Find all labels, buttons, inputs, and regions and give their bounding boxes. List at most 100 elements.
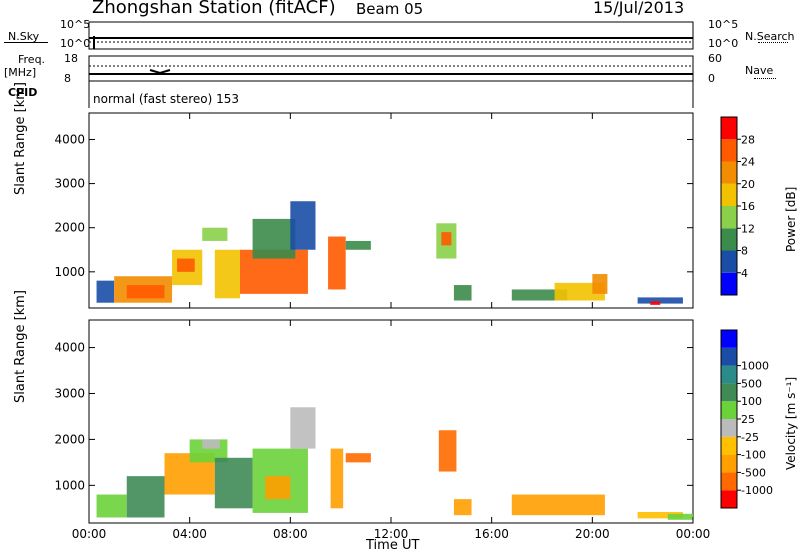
echo-patch — [345, 453, 371, 463]
colorbar-tick-label: 28 — [741, 133, 755, 146]
echo-patch — [214, 457, 253, 509]
colorbar-cell — [721, 228, 737, 251]
echo-patch — [126, 476, 165, 518]
colorbar-cell — [721, 330, 737, 348]
echo-patch — [650, 301, 661, 305]
echo-patch — [453, 285, 472, 301]
freq-panel-frame — [88, 55, 694, 82]
freq-unit-label: [MHz] — [4, 66, 37, 79]
colorbar-cell — [721, 183, 737, 206]
echo-patch — [637, 511, 683, 519]
plot-title: Zhongshan Station (fitACF) — [92, 0, 336, 18]
echo-patch — [637, 297, 683, 304]
y-tick-label: 2000 — [54, 432, 85, 446]
echo-patch — [214, 249, 240, 299]
colorbar-tick-label: 16 — [741, 200, 755, 213]
x-tick-label: 20:00 — [575, 527, 610, 541]
colorbar-cell — [721, 472, 737, 491]
velocity-colorbar-label: Velocity [m s⁻¹] — [784, 376, 798, 470]
nsearch-label: N.Search — [745, 30, 795, 43]
echo-patch — [592, 274, 608, 294]
echo-patch — [441, 232, 452, 246]
freq-blip — [149, 69, 171, 75]
nave-label: Nave — [745, 64, 774, 77]
colorbar-cell — [721, 401, 737, 419]
colorbar-cell — [721, 272, 737, 295]
nave-legend-line — [754, 78, 776, 79]
echo-patch — [330, 448, 344, 509]
echo-patch — [328, 236, 346, 290]
x-tick-label: 16:00 — [474, 527, 509, 541]
x-tick-label: 08:00 — [273, 527, 308, 541]
echo-patch — [202, 227, 228, 241]
colorbar-cell — [721, 490, 737, 508]
freq-tick-low: 8 — [64, 72, 71, 85]
y-tick-label: 4000 — [54, 132, 85, 146]
echo-patch — [96, 494, 127, 518]
colorbar-tick-label: 20 — [741, 178, 755, 191]
colorbar-tick-label: 24 — [741, 156, 755, 169]
freq-label: Freq. — [18, 53, 46, 66]
y-tick-label: 3000 — [54, 386, 85, 400]
echo-patch — [438, 430, 457, 472]
colorbar-cell — [721, 436, 737, 455]
echo-patch — [177, 258, 195, 272]
nave-tick-high: 60 — [708, 52, 722, 65]
echo-patch — [96, 280, 115, 303]
echo-patch — [290, 201, 316, 250]
x-tick-label: 00:00 — [72, 527, 107, 541]
echo-patch — [511, 494, 605, 516]
power-ylabel: Slant Range [km] — [13, 82, 28, 195]
colorbar-cell — [721, 454, 737, 473]
nsearch-tick-high: 10^5 — [708, 18, 739, 31]
colorbar-cell — [721, 365, 737, 384]
y-tick-label: 2000 — [54, 221, 85, 235]
colorbar-tick-label: 500 — [741, 377, 762, 390]
x-tick-label: 04:00 — [172, 527, 207, 541]
nsky-panel-frame — [88, 21, 694, 50]
nsky-tick-low: 10^0 — [60, 37, 91, 50]
colorbar-tick-label: 25 — [741, 413, 755, 426]
nsky-tick-high: 10^5 — [60, 18, 91, 31]
power-colorbar-label: Power [dB] — [784, 186, 798, 252]
echo-patch — [511, 289, 568, 301]
y-tick-label: 4000 — [54, 341, 85, 355]
colorbar-cell — [721, 206, 737, 229]
colorbar-cell — [721, 383, 737, 402]
y-tick-label: 1000 — [54, 265, 85, 279]
colorbar-tick-label: 12 — [741, 222, 755, 235]
x-tick-label: 12:00 — [374, 527, 409, 541]
nsearch-legend-line — [758, 42, 788, 43]
colorbar-tick-label: -1000 — [741, 484, 773, 497]
colorbar-tick-label: 8 — [741, 245, 748, 258]
velocity-ylabel: Slant Range [km] — [13, 290, 28, 403]
colorbar-cell — [721, 117, 737, 140]
nave-tick-low: 0 — [708, 72, 715, 85]
colorbar-cell — [721, 250, 737, 273]
cpid-value: normal (fast stereo) 153 — [93, 92, 240, 106]
echo-patch — [265, 476, 291, 500]
date-label: 15/Jul/2013 — [593, 0, 685, 17]
colorbar-tick-label: -500 — [741, 466, 766, 479]
colorbar-tick-label: 4 — [741, 267, 748, 280]
beam-label: Beam 05 — [356, 0, 424, 18]
nsky-label-rule — [4, 42, 48, 43]
nsearch-tick-low: 10^0 — [708, 37, 739, 50]
cpid-label: CPID — [8, 86, 38, 99]
echo-patch — [126, 285, 165, 299]
colorbar-tick-label: 100 — [741, 395, 762, 408]
colorbar-cell — [721, 419, 737, 437]
colorbar-cell — [721, 347, 737, 366]
y-tick-label: 1000 — [54, 478, 85, 492]
echo-patch — [345, 240, 371, 250]
colorbar-tick-label: -100 — [741, 449, 766, 462]
colorbar-tick-label: -25 — [741, 431, 759, 444]
echo-patch — [202, 439, 220, 449]
colorbar-tick-label: 1000 — [741, 360, 769, 373]
colorbar-cell — [721, 161, 737, 184]
echo-patch — [667, 513, 693, 520]
x-tick-label: 00:00 — [676, 527, 711, 541]
x-axis-label: Time UT — [366, 538, 420, 553]
